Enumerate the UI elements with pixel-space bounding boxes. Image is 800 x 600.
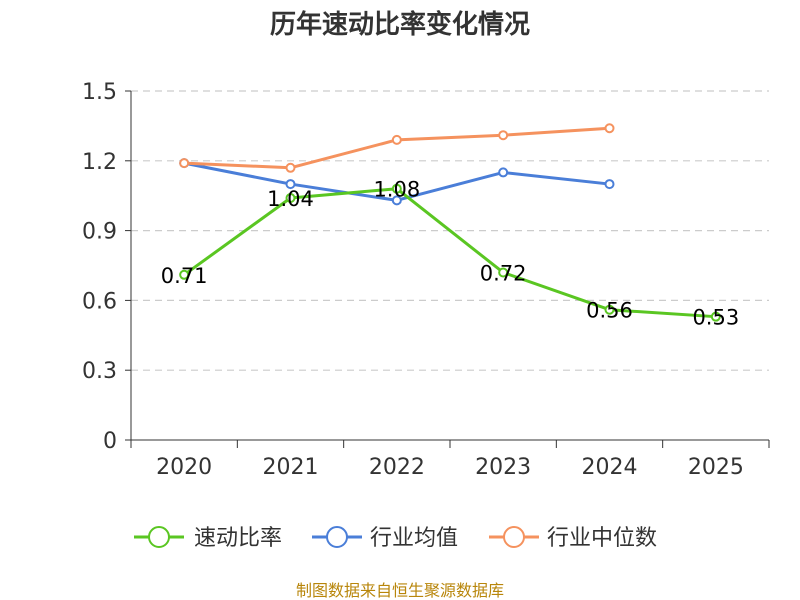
axes: 0 0.3 0.6 0.9 1.2 1.5 2020 2021 2022 2023 2024 2025 [82, 80, 770, 480]
data-point [179, 269, 190, 280]
data-point [391, 183, 402, 194]
data-point [604, 304, 615, 315]
data-label: 1.08 [373, 178, 420, 202]
y-tick-label: 1.2 [82, 150, 117, 175]
source-note: 制图数据来自恒生聚源数据库 [296, 581, 504, 600]
y-tick-label: 0.3 [82, 359, 117, 384]
y-tick-label: 1.5 [82, 80, 117, 105]
data-point [285, 193, 296, 204]
data-label: 1.04 [267, 187, 314, 211]
data-label: 0.53 [692, 306, 739, 330]
x-tick-label: 2020 [156, 455, 212, 480]
legend-item[interactable]: 速动比率 [134, 526, 282, 551]
data-point [179, 158, 190, 169]
data-point [391, 134, 402, 145]
legend-item[interactable]: 行业中位数 [489, 526, 657, 551]
series-line [184, 126, 610, 170]
data-labels: 0.71 1.04 1.08 0.72 0.56 0.53 [161, 178, 739, 330]
x-tick-label: 2022 [369, 455, 425, 480]
data-label: 0.56 [586, 299, 633, 323]
series-line [183, 187, 716, 319]
legend[interactable]: 速动比率 行业均值 行业中位数 [134, 526, 657, 551]
legend-label: 速动比率 [194, 526, 282, 551]
legend-label: 行业中位数 [547, 526, 657, 551]
legend-marker [503, 526, 525, 548]
legend-label: 行业均值 [370, 526, 458, 551]
data-point [604, 123, 615, 134]
data-label: 0.71 [161, 264, 208, 288]
y-tick-label: 0 [103, 429, 117, 454]
data-point [604, 179, 615, 190]
data-point [710, 311, 721, 322]
y-tick-label: 0.6 [82, 289, 117, 314]
x-tick-label: 2024 [582, 455, 638, 480]
data-point [285, 162, 296, 173]
legend-item[interactable]: 行业均值 [312, 526, 458, 551]
legend-marker [326, 526, 348, 548]
data-point [498, 130, 509, 141]
series-points [179, 123, 721, 322]
data-label: 0.72 [480, 261, 527, 285]
legend-marker [148, 526, 170, 548]
data-point [391, 195, 402, 206]
x-tick-label: 2021 [263, 455, 319, 480]
data-point [285, 179, 296, 190]
y-tick-label: 0.9 [82, 220, 117, 245]
series-lines [183, 126, 716, 319]
data-point [498, 267, 509, 278]
x-tick-label: 2025 [688, 455, 744, 480]
x-tick-label: 2023 [475, 455, 531, 480]
chart-title: 历年速动比率变化情况 [270, 9, 530, 40]
data-point [498, 167, 509, 178]
